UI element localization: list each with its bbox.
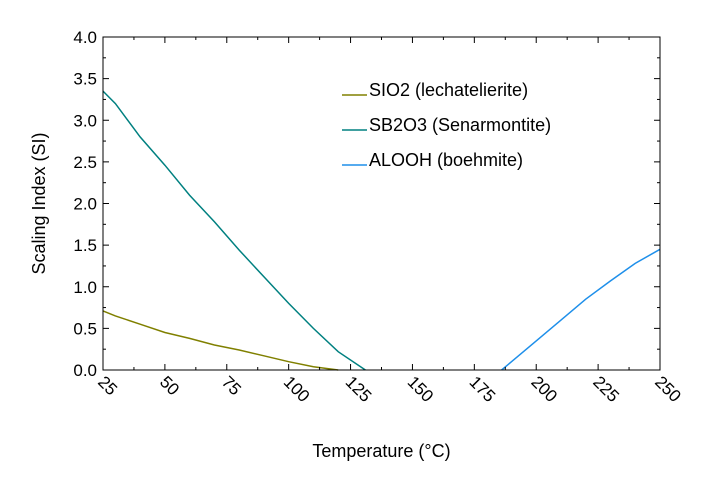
y-tick-label: 1.0 — [73, 278, 97, 297]
y-tick-label: 2.5 — [73, 153, 97, 172]
legend-label: SIO2 (lechatelierite) — [369, 80, 528, 100]
y-tick-label: 2.0 — [73, 195, 97, 214]
y-tick-label: 1.5 — [73, 236, 97, 255]
legend: SIO2 (lechatelierite) SB2O3 (Senarmontite… — [342, 80, 551, 170]
legend-label: ALOOH (boehmite) — [369, 150, 523, 170]
series-line-1 — [102, 310, 339, 371]
y-axis-title: Scaling Index (SI) — [29, 132, 49, 274]
y-tick-label: 3.0 — [73, 111, 97, 130]
x-tick-label: 75 — [218, 372, 245, 399]
y-tick-label: 0.0 — [73, 361, 97, 380]
x-axis-title: Temperature (°C) — [312, 441, 450, 461]
y-tick-label: 4.0 — [73, 28, 97, 47]
x-tick-label: 225 — [589, 372, 622, 405]
x-tick-label: 25 — [94, 372, 121, 399]
y-tick-label: 3.5 — [73, 70, 97, 89]
x-tick-label: 175 — [466, 372, 499, 405]
y-tick-label: 0.5 — [73, 319, 97, 338]
x-tick-label: 125 — [342, 372, 375, 405]
series-line-3 — [501, 248, 661, 371]
x-tick-label: 200 — [527, 372, 560, 405]
chart-marks — [102, 90, 661, 371]
x-tick-label: 100 — [280, 372, 313, 405]
x-tick-label: 50 — [156, 372, 183, 399]
legend-label: SB2O3 (Senarmontite) — [369, 115, 551, 135]
series-line-2 — [102, 90, 366, 371]
x-tick-label: 250 — [651, 372, 684, 405]
x-tick-label: 150 — [404, 372, 437, 405]
